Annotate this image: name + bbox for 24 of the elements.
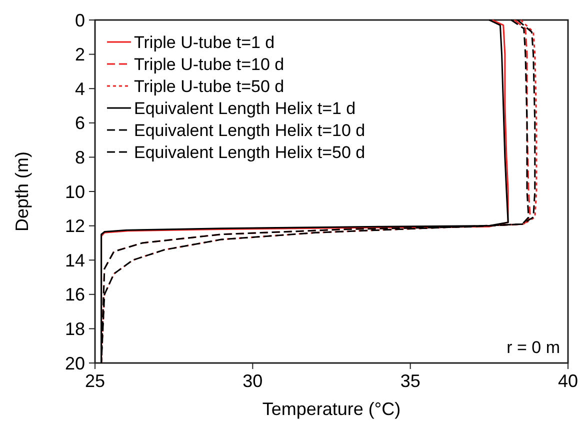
y-axis-title: Depth (m) — [12, 151, 32, 232]
y-tick-label: 2 — [74, 44, 85, 65]
y-tick-label: 14 — [64, 250, 85, 270]
annotation: r = 0 m — [506, 338, 560, 357]
y-tick-label: 20 — [64, 353, 85, 374]
legend-label: Triple U-tube t=50 d — [134, 76, 284, 96]
y-tick-label: 12 — [64, 216, 85, 236]
x-tick-label: 25 — [84, 371, 106, 391]
legend-label: Triple U-tube t=1 d — [134, 32, 275, 52]
x-tick-label: 40 — [558, 371, 578, 391]
y-tick-label: 8 — [74, 148, 85, 168]
legend-label: Equivalent Length Helix t=1 d — [134, 98, 356, 118]
legend-label: Triple U-tube t=10 d — [134, 54, 284, 74]
y-tick-label: 0 — [74, 10, 85, 30]
legend-label: Equivalent Length Helix t=10 d — [134, 120, 366, 140]
x-axis-title: Temperature (°C) — [262, 399, 401, 419]
y-tick-label: 4 — [74, 78, 85, 99]
x-tick-label: 30 — [242, 371, 263, 391]
y-tick-label: 10 — [64, 182, 85, 202]
y-tick-label: 16 — [64, 284, 85, 305]
y-tick-label: 18 — [64, 319, 85, 339]
legend-label: Equivalent Length Helix t=50 d — [134, 142, 366, 162]
x-tick-label: 35 — [400, 371, 420, 391]
y-tick-label: 6 — [74, 113, 85, 134]
